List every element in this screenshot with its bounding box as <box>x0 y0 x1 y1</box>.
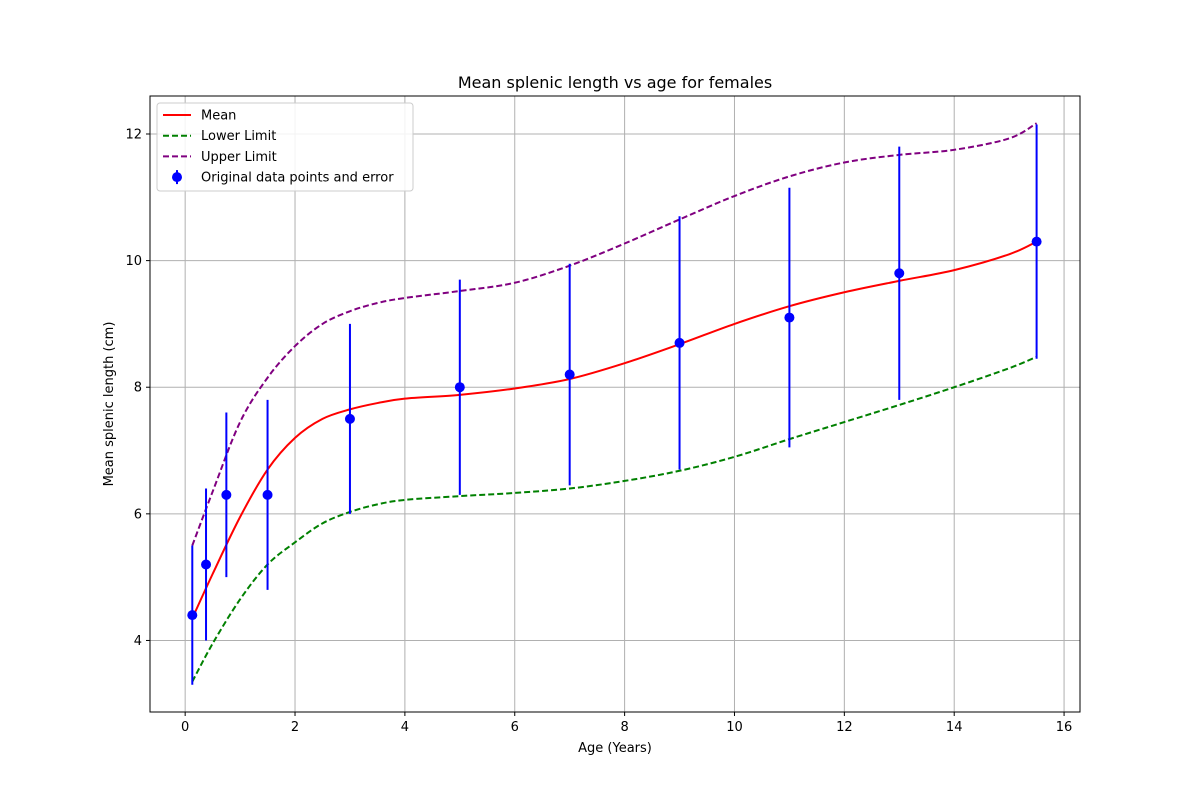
x-axis-label: Age (Years) <box>578 741 652 756</box>
legend-label: Upper Limit <box>201 150 277 165</box>
series-line-lower-limit <box>191 355 1037 683</box>
legend-swatch-marker <box>172 172 182 183</box>
data-point <box>894 268 905 279</box>
grid <box>150 96 1080 712</box>
series-layer <box>191 122 1038 683</box>
data-point <box>201 559 212 570</box>
y-axis-label: Mean splenic length (cm) <box>102 322 117 487</box>
x-tick-label: 16 <box>1056 720 1073 735</box>
legend-label: Lower Limit <box>201 129 276 144</box>
axis-ticks: 0 2 4 6 8 10 12 14 16 4 6 8 10 12 <box>125 127 1072 735</box>
x-tick-label: 8 <box>620 720 628 735</box>
x-tick-label: 4 <box>401 720 409 735</box>
y-tick-label: 8 <box>134 381 142 396</box>
y-tick-label: 12 <box>125 127 142 142</box>
x-tick-label: 14 <box>946 720 963 735</box>
legend-label: Mean <box>201 109 236 124</box>
x-tick-label: 0 <box>181 720 189 735</box>
data-point <box>1031 236 1042 247</box>
data-point <box>454 382 465 393</box>
x-tick-label: 10 <box>726 720 743 735</box>
chart-title: Mean splenic length vs age for females <box>458 73 772 92</box>
series-line-upper-limit <box>191 122 1038 546</box>
y-tick-label: 4 <box>134 634 142 649</box>
x-tick-label: 12 <box>836 720 853 735</box>
series-line-mean <box>191 240 1038 619</box>
plot-frame <box>149 95 1081 713</box>
data-point <box>564 369 575 380</box>
errorbar-layer <box>187 124 1042 685</box>
x-tick-label: 6 <box>511 720 519 735</box>
legend-box <box>156 102 414 192</box>
data-point <box>187 610 198 621</box>
legend: Mean Lower Limit Upper Limit Original data … <box>156 102 414 192</box>
data-point <box>221 489 232 500</box>
legend-label: Original data points and error <box>201 171 394 186</box>
x-tick-label: 2 <box>291 720 299 735</box>
data-point <box>674 337 685 348</box>
data-point <box>784 312 795 323</box>
data-point <box>262 489 273 500</box>
y-tick-label: 6 <box>134 507 142 522</box>
data-point <box>344 413 355 424</box>
y-tick-label: 10 <box>125 254 142 269</box>
